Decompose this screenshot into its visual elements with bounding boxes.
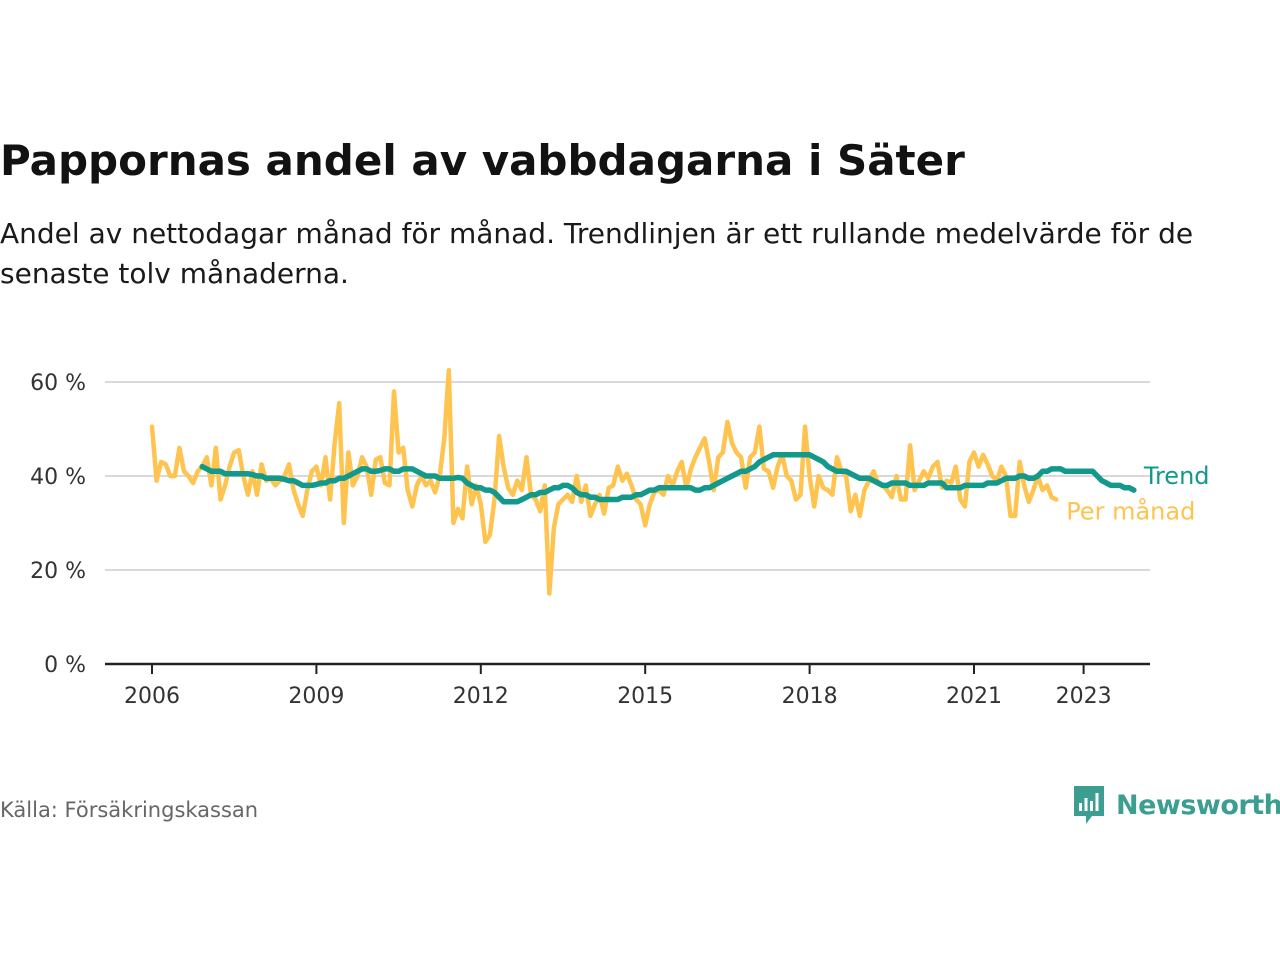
line-chart: 0 % 20 % 40 % 60 % 2006 2009 2012 2015 2018 2021… (30, 368, 1210, 709)
series-label-trend: Trend (1143, 462, 1210, 490)
y-tick-labels: 0 % 20 % 40 % 60 % (30, 371, 86, 678)
brand-logo: Newsworthy (1072, 784, 1280, 826)
x-tick-label: 2018 (782, 684, 838, 709)
x-tick-label: 2009 (288, 684, 344, 709)
chart-title: Pappornas andel av vabbdagarna i Säter (0, 136, 965, 185)
series-line-trend (199, 452, 1137, 505)
x-tick-label: 2021 (946, 684, 1002, 709)
y-tick-label: 20 % (30, 559, 86, 584)
brand-name: Newsworthy (1116, 789, 1280, 821)
y-tick-label: 0 % (44, 653, 86, 678)
y-tick-label: 60 % (30, 371, 86, 396)
series-label-per-manad: Per månad (1066, 496, 1195, 525)
y-tick-label: 40 % (30, 465, 86, 490)
x-tick-label: 2006 (124, 684, 180, 709)
newsworthy-logo-icon (1074, 786, 1104, 824)
x-tick-label: 2012 (453, 684, 509, 709)
series-line-per-manad (149, 368, 1059, 596)
x-tick-label: 2023 (1056, 684, 1112, 709)
x-tick-labels: 2006 2009 2012 2015 2018 2021 2023 (124, 684, 1112, 709)
x-tick-label: 2015 (617, 684, 673, 709)
x-axis (105, 662, 1150, 674)
series-end-labels: Per månad Trend (1066, 462, 1209, 525)
series-lines (149, 368, 1137, 596)
chart-subtitle: Andel av nettodagar månad för månad. Tre… (0, 217, 1194, 290)
source-note: Källa: Försäkringskassan (0, 798, 259, 822)
